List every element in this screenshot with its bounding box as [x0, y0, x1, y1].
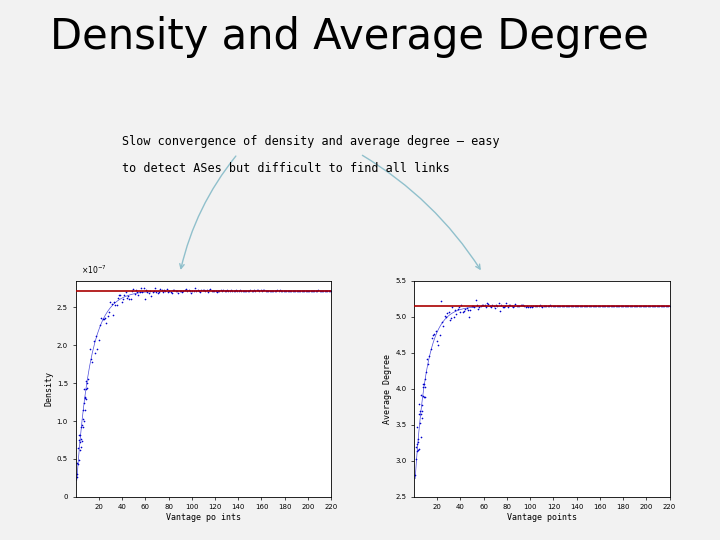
Text: to detect ASes but difficult to find all links: to detect ASes but difficult to find all…	[122, 162, 450, 175]
Text: Slow convergence of density and average degree – easy: Slow convergence of density and average …	[122, 135, 500, 148]
Y-axis label: Density: Density	[45, 372, 54, 406]
X-axis label: Vantage points: Vantage points	[507, 513, 577, 522]
Y-axis label: Average Degree: Average Degree	[383, 354, 392, 424]
X-axis label: Vantage po ints: Vantage po ints	[166, 513, 241, 522]
Text: Density and Average Degree: Density and Average Degree	[50, 16, 649, 58]
Text: $\times10^{-7}$: $\times10^{-7}$	[81, 264, 107, 276]
